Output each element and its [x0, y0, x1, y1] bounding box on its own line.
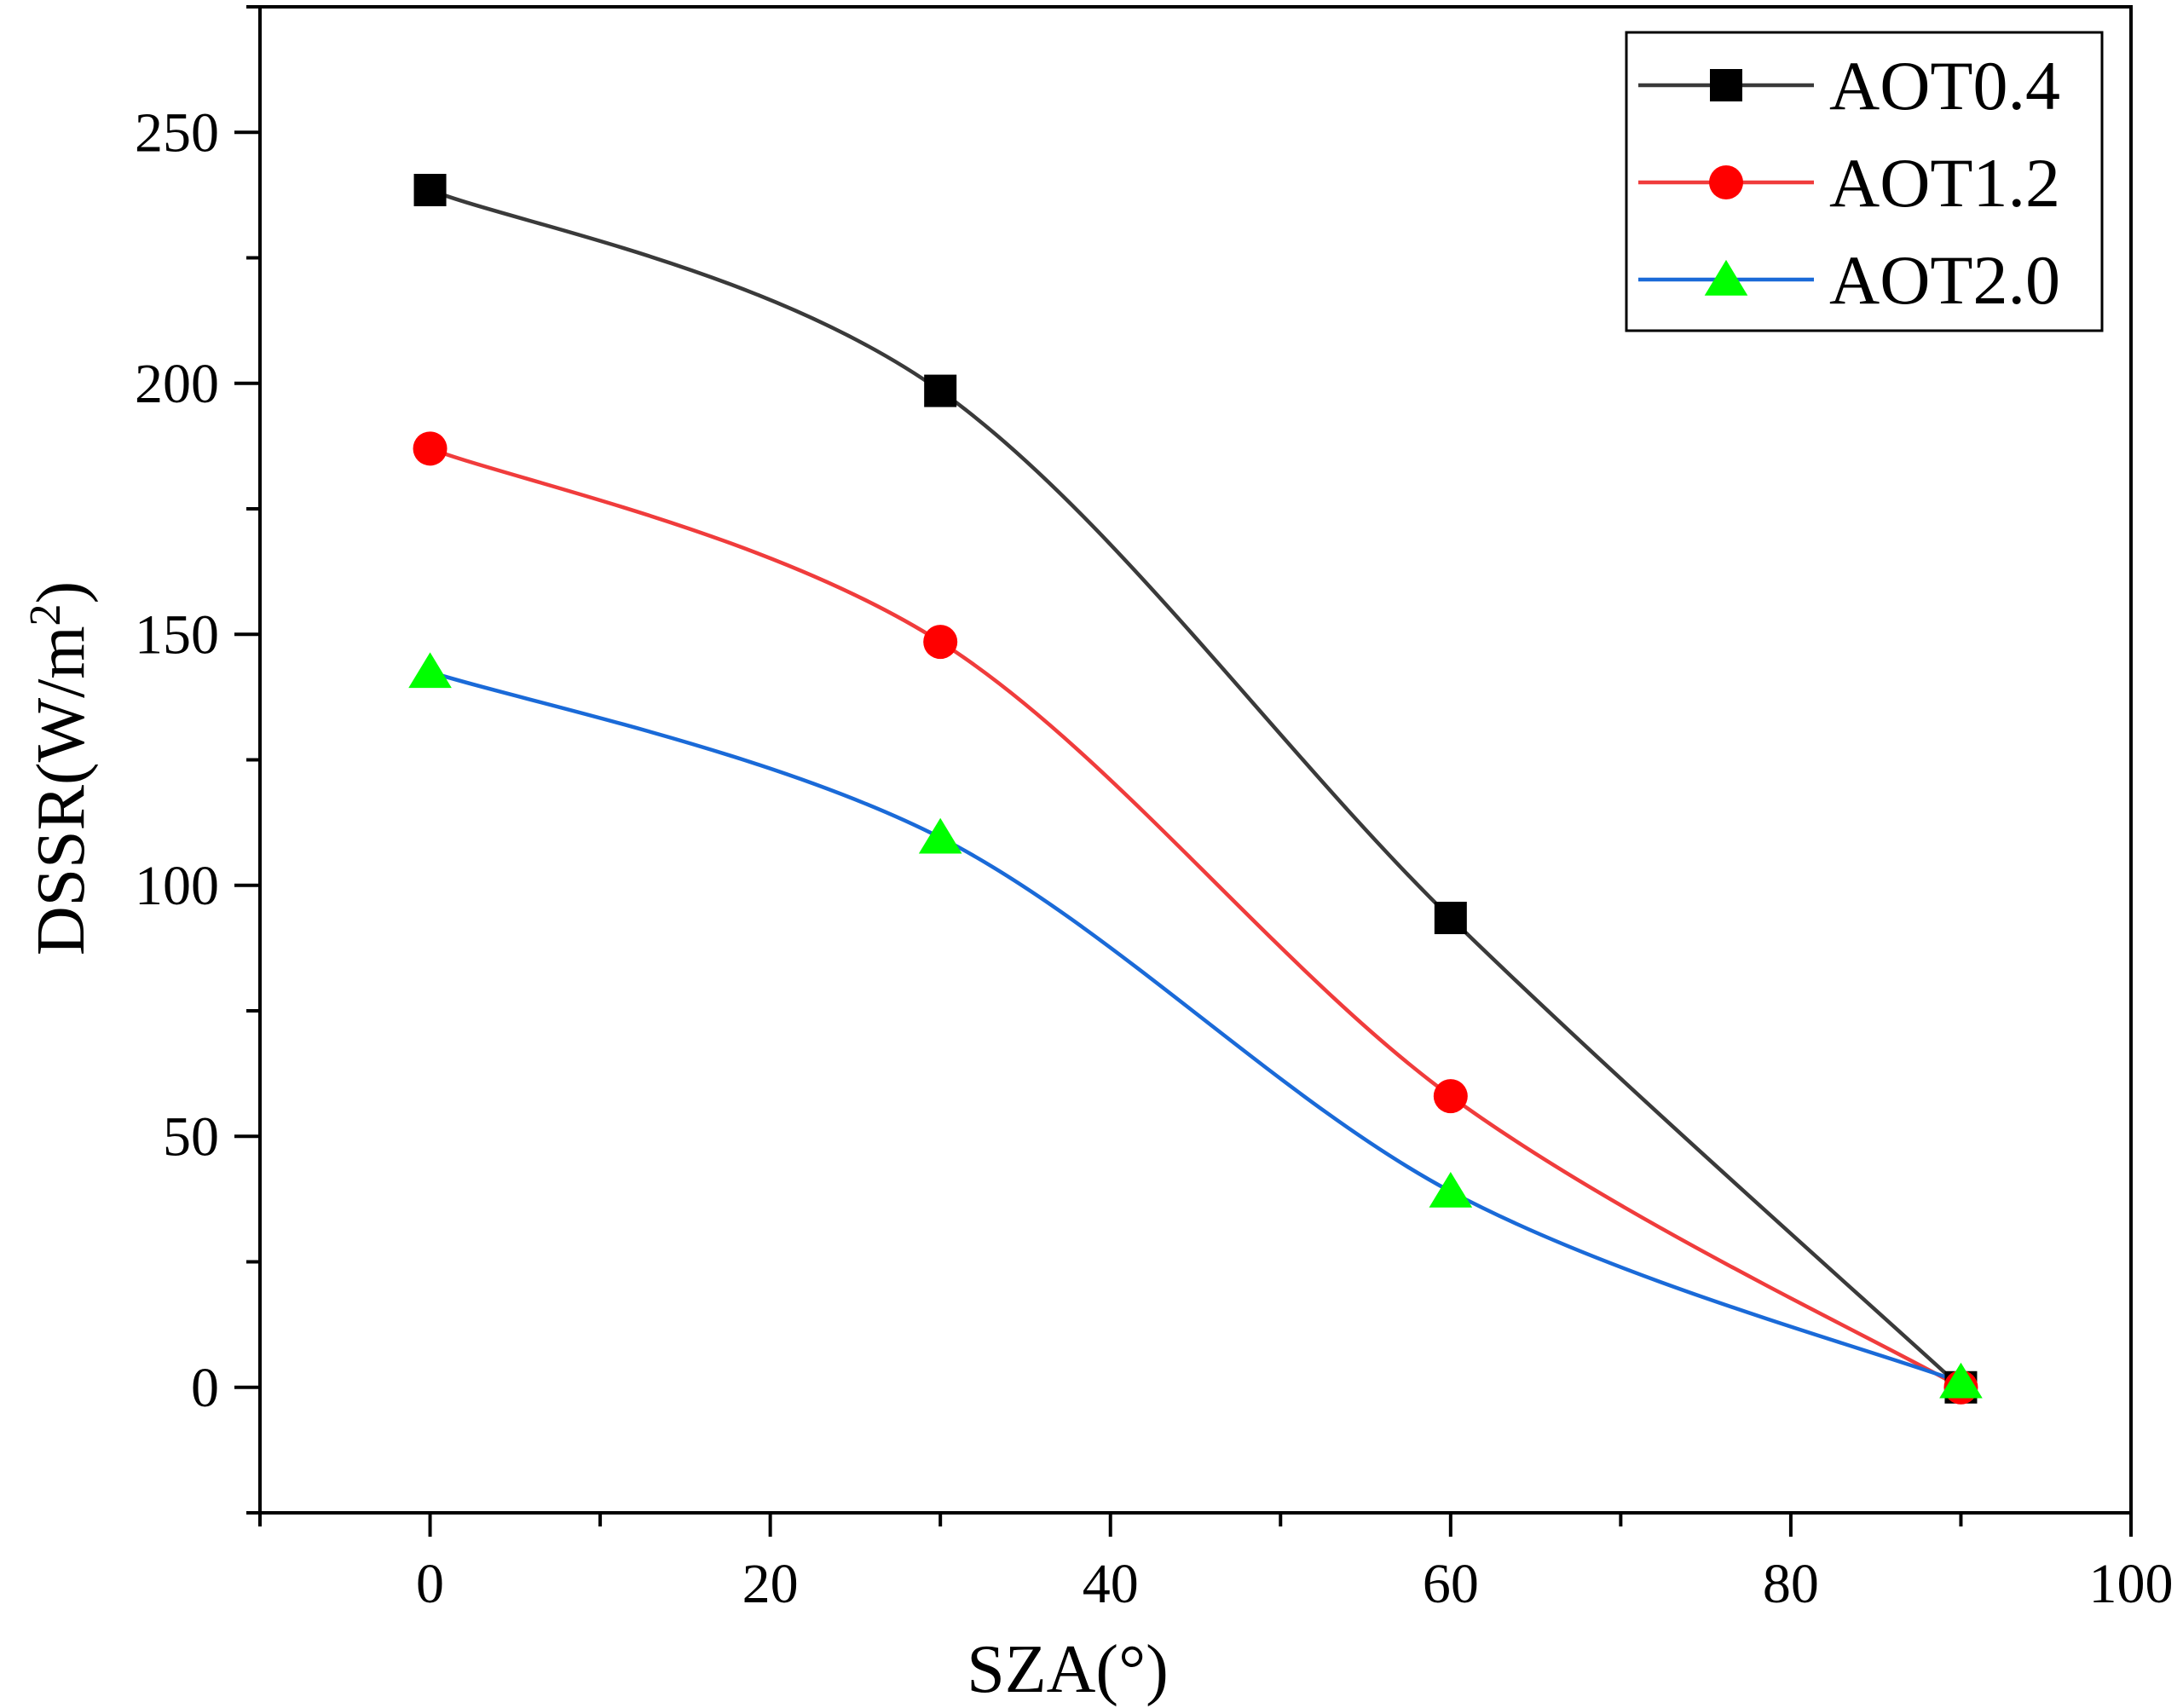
y-tick-label: 50 [163, 1105, 219, 1168]
x-tick-label: 40 [1083, 1553, 1139, 1615]
x-tick-label: 80 [1763, 1553, 1819, 1615]
x-tick-label: 20 [742, 1553, 799, 1615]
x-tick-label: 100 [2089, 1553, 2174, 1615]
y-tick-label: 200 [135, 353, 219, 415]
legend-label: AOT2.0 [1829, 241, 2060, 319]
legend-marker [1710, 69, 1742, 101]
y-axis-title-main: DSSR(W/m [24, 626, 99, 955]
y-tick-label: 0 [191, 1357, 219, 1419]
data-point-AOT1.2 [923, 625, 958, 660]
legend-label: AOT1.2 [1829, 144, 2060, 222]
data-point-AOT0.4 [924, 374, 957, 407]
data-point-AOT0.4 [413, 173, 447, 206]
data-point-AOT2.0 [1429, 1171, 1473, 1208]
y-axis-title-close: ) [24, 581, 99, 604]
x-tick-label: 0 [416, 1553, 444, 1615]
series-line-AOT2.0 [429, 670, 1962, 1384]
data-point-AOT2.0 [408, 652, 452, 689]
legend-marker [1709, 165, 1743, 199]
legend-label: AOT0.4 [1829, 47, 2060, 124]
legend: AOT0.4 AOT1.2 AOT2.0 [1625, 31, 2104, 332]
data-point-AOT0.4 [1434, 902, 1467, 935]
x-tick-label: 60 [1423, 1553, 1479, 1615]
data-point-AOT2.0 [1939, 1362, 1983, 1399]
y-tick-label: 100 [135, 855, 219, 917]
data-point-AOT1.2 [413, 431, 448, 466]
y-tick-label: 250 [135, 101, 219, 164]
data-point-AOT2.0 [918, 817, 962, 854]
legend-marker [1704, 259, 1748, 296]
series-line-AOT0.4 [429, 188, 1962, 1389]
y-axis-title-superscript: 2 [21, 603, 70, 626]
x-axis-title: SZA(°) [967, 1632, 1168, 1707]
data-point-AOT1.2 [1433, 1079, 1468, 1114]
series-line-AOT1.2 [429, 447, 1962, 1389]
y-tick-label: 150 [135, 603, 219, 666]
y-axis-title: DSSR(W/m2) [21, 581, 99, 955]
